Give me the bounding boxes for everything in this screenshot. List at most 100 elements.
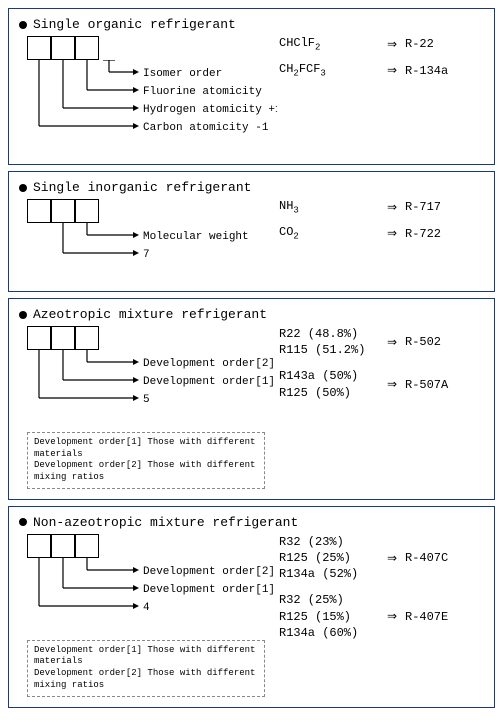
example-formula: CHClF2 (279, 36, 379, 52)
digit-box (51, 199, 75, 223)
digit-box (27, 36, 51, 60)
bullet-icon (19, 184, 27, 192)
digit-boxes (27, 534, 279, 558)
example-result: R-502 (405, 335, 465, 349)
example-row: CO2 ⇒ R-722 (279, 225, 484, 241)
panel-title: Single inorganic refrigerant (33, 180, 251, 195)
example-row: NH3 ⇒ R-717 (279, 199, 484, 215)
bracket-diagram: Isomer order Fluorine atomicity Hydrogen a… (19, 60, 279, 154)
digit-boxes (27, 36, 279, 60)
panel-title: Non-azeotropic mixture refrigerant (33, 515, 298, 530)
example-result: R-722 (405, 227, 465, 241)
panel-title: Azeotropic mixture refrigerant (33, 307, 267, 322)
component-line: R32 (25%) (279, 592, 379, 608)
bracket-diagram: Development order[2] Development order[1]… (19, 558, 279, 634)
arrow-icon: ⇒ (379, 226, 405, 241)
svg-text:4: 4 (143, 602, 150, 614)
example-row: CHClF2 ⇒ R-22 (279, 36, 484, 52)
example-result: R-407E (405, 610, 465, 624)
arrow-icon: ⇒ (379, 551, 405, 566)
example-formula: NH3 (279, 199, 379, 215)
example-group: R32 (23%)R125 (25%)R134a (52%) ⇒ R-407C (279, 534, 484, 583)
example-result: R-507A (405, 378, 465, 392)
example-formula: CO2 (279, 225, 379, 241)
example-formula: CH2FCF3 (279, 62, 379, 78)
digit-boxes (27, 199, 279, 223)
panel: Single organic refrigerant Isomer order Fl… (8, 8, 495, 165)
arrow-icon: ⇒ (379, 335, 405, 350)
components-stack: R32 (25%)R125 (15%)R134a (60%) (279, 592, 379, 641)
note-box: Development order[1] Those with differen… (27, 432, 265, 489)
digit-boxes (27, 326, 279, 350)
panel: Non-azeotropic mixture refrigerant Develo… (8, 506, 495, 708)
digit-box (27, 326, 51, 350)
svg-text:Development order[2]: Development order[2] (143, 358, 275, 370)
example-row: CH2FCF3 ⇒ R-134a (279, 62, 484, 78)
note-line: Development order[1] Those with differen… (34, 645, 258, 668)
component-line: R143a (50%) (279, 368, 379, 384)
component-line: R22 (48.8%) (279, 326, 379, 342)
example-group: R32 (25%)R125 (15%)R134a (60%) ⇒ R-407E (279, 592, 484, 641)
svg-text:Development order[2]: Development order[2] (143, 566, 275, 578)
bracket-diagram: Development order[2] Development order[1]… (19, 350, 279, 426)
digit-box (51, 326, 75, 350)
example-group: R143a (50%)R125 (50%) ⇒ R-507A (279, 368, 484, 400)
component-line: R115 (51.2%) (279, 342, 379, 358)
digit-box (27, 199, 51, 223)
panel: Single inorganic refrigerant Molecular we… (8, 171, 495, 292)
svg-text:Development order[1]: Development order[1] (143, 376, 275, 388)
component-line: R125 (25%) (279, 550, 379, 566)
bullet-icon (19, 311, 27, 319)
bracket-diagram: Molecular weight 7 (19, 223, 279, 281)
digit-box (75, 199, 99, 223)
panel: Azeotropic mixture refrigerant Developmen… (8, 298, 495, 500)
component-line: R134a (52%) (279, 566, 379, 582)
svg-text:5: 5 (143, 394, 150, 406)
arrow-icon: ⇒ (379, 609, 405, 624)
component-line: R32 (23%) (279, 534, 379, 550)
diagram-left: Isomer order Fluorine atomicity Hydrogen a… (19, 36, 279, 154)
component-line: R125 (50%) (279, 385, 379, 401)
example-result: R-407C (405, 551, 465, 565)
components-stack: R143a (50%)R125 (50%) (279, 368, 379, 400)
panel-title: Single organic refrigerant (33, 17, 236, 32)
note-line: Development order[2] Those with differen… (34, 460, 258, 483)
svg-text:Development order[1]: Development order[1] (143, 584, 275, 596)
svg-text:Molecular weight: Molecular weight (143, 231, 249, 243)
arrow-icon: ⇒ (379, 37, 405, 52)
components-stack: R32 (23%)R125 (25%)R134a (52%) (279, 534, 379, 583)
arrow-icon: ⇒ (379, 63, 405, 78)
svg-text:Carbon atomicity -1: Carbon atomicity -1 (143, 122, 269, 134)
example-result: R-134a (405, 64, 465, 78)
diagram-left: Molecular weight 7 (19, 199, 279, 281)
examples-right: R22 (48.8%)R115 (51.2%) ⇒ R-502 R143a (5… (279, 326, 484, 489)
example-result: R-22 (405, 37, 465, 51)
svg-text:Fluorine atomicity: Fluorine atomicity (143, 86, 262, 98)
bullet-icon (19, 518, 27, 526)
arrow-icon: ⇒ (379, 200, 405, 215)
component-line: R134a (60%) (279, 625, 379, 641)
digit-box (51, 534, 75, 558)
note-line: Development order[2] Those with differen… (34, 668, 258, 691)
note-line: Development order[1] Those with differen… (34, 437, 258, 460)
arrow-icon: ⇒ (379, 377, 405, 392)
digit-box (75, 326, 99, 350)
note-box: Development order[1] Those with differen… (27, 640, 265, 697)
digit-box (51, 36, 75, 60)
digit-box (27, 534, 51, 558)
bullet-icon (19, 21, 27, 29)
example-group: R22 (48.8%)R115 (51.2%) ⇒ R-502 (279, 326, 484, 358)
example-result: R-717 (405, 200, 465, 214)
digit-box (75, 534, 99, 558)
diagram-left: Development order[2] Development order[1]… (19, 534, 279, 697)
digit-box (75, 36, 99, 60)
svg-text:Isomer order: Isomer order (143, 68, 222, 80)
examples-right: CHClF2 ⇒ R-22 CH2FCF3 ⇒ R-134a (279, 36, 484, 154)
examples-right: R32 (23%)R125 (25%)R134a (52%) ⇒ R-407C … (279, 534, 484, 697)
examples-right: NH3 ⇒ R-717 CO2 ⇒ R-722 (279, 199, 484, 281)
diagram-left: Development order[2] Development order[1]… (19, 326, 279, 489)
svg-text:7: 7 (143, 249, 150, 261)
svg-text:Hydrogen atomicity +1: Hydrogen atomicity +1 (143, 104, 277, 116)
components-stack: R22 (48.8%)R115 (51.2%) (279, 326, 379, 358)
component-line: R125 (15%) (279, 609, 379, 625)
